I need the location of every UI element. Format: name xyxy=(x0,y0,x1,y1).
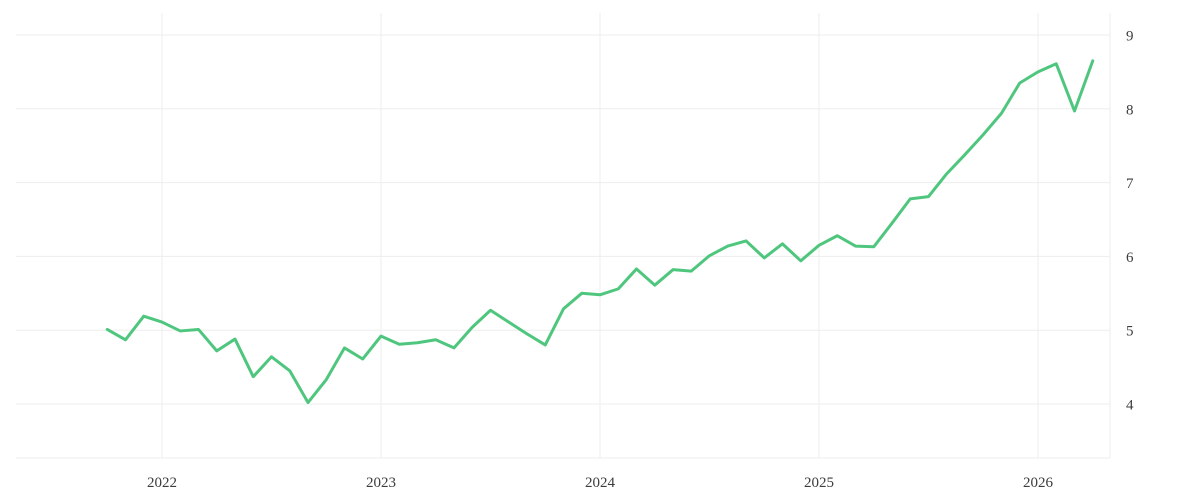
x-tick-label: 2025 xyxy=(804,475,834,491)
x-tick-label: 2026 xyxy=(1023,475,1054,491)
x-tick-label: 2024 xyxy=(585,475,616,491)
y-tick-label: 7 xyxy=(1126,176,1134,192)
y-tick-label: 9 xyxy=(1126,29,1134,45)
x-tick-label: 2023 xyxy=(366,475,396,491)
y-tick-label: 5 xyxy=(1126,324,1134,340)
y-tick-label: 8 xyxy=(1126,102,1134,118)
y-tick-label: 4 xyxy=(1126,398,1134,414)
series-line xyxy=(105,59,1095,405)
y-tick-label: 6 xyxy=(1126,250,1134,266)
x-tick-label: 2022 xyxy=(147,475,177,491)
